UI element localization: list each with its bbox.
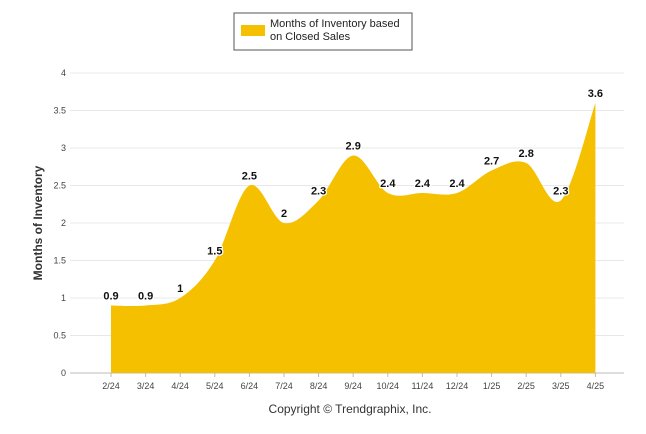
x-tick-label: 1/25	[483, 381, 501, 391]
x-tick-label: 11/24	[411, 381, 433, 391]
x-tick-label: 4/25	[587, 381, 605, 391]
y-tick-label: 2	[61, 218, 66, 228]
x-tick-label: 12/24	[446, 381, 469, 391]
x-tick-label: 4/24	[171, 381, 189, 391]
data-label: 2.5	[242, 171, 257, 183]
legend-label-line2: on Closed Sales	[270, 31, 351, 43]
x-tick-label: 2/25	[517, 381, 535, 391]
x-tick-label: 7/24	[275, 381, 293, 391]
data-label: 2.3	[311, 186, 326, 198]
legend: Months of Inventory based on Closed Sale…	[233, 12, 413, 51]
data-label: 2	[281, 208, 287, 220]
y-tick-label: 2.5	[53, 181, 66, 191]
y-tick-label: 4	[61, 68, 66, 78]
data-label: 1.5	[207, 246, 222, 258]
y-tick-label: 0	[61, 368, 66, 378]
area-series	[111, 103, 596, 373]
data-label: 2.7	[484, 156, 499, 168]
data-label: 0.9	[103, 291, 118, 303]
y-tick-label: 1	[61, 293, 66, 303]
data-label: 2.4	[380, 178, 396, 190]
y-axis-ticks: 0 0.5 1 1.5 2 2.5 3 3.5 4	[53, 68, 66, 378]
data-label: 0.9	[138, 291, 153, 303]
data-label: 1	[177, 283, 183, 295]
x-tick-label: 9/24	[344, 381, 362, 391]
x-tick-label: 5/24	[206, 381, 224, 391]
y-axis-title: Months of Inventory	[31, 165, 45, 280]
legend-swatch	[241, 25, 265, 36]
y-tick-label: 0.5	[53, 331, 66, 341]
x-tick-label: 2/24	[102, 381, 120, 391]
data-labels: 0.9 0.9 1 1.5 2.5 2 2.3 2.9 2.4 2.4 2.4 2.7 2.8 2.3 3.…	[102, 87, 604, 304]
x-tick-label: 3/25	[552, 381, 570, 391]
data-label: 2.4	[449, 178, 465, 190]
data-label: 3.6	[588, 88, 603, 100]
data-label: 2.9	[346, 141, 361, 153]
legend-label-line1: Months of Inventory based	[270, 18, 400, 30]
y-tick-label: 3	[61, 143, 66, 153]
x-tick-label: 10/24	[377, 381, 400, 391]
data-label: 2.4	[415, 178, 431, 190]
x-tick-label: 3/24	[137, 381, 155, 391]
x-tick-label: 8/24	[310, 381, 328, 391]
copyright-text: Copyright © Trendgraphix, Inc.	[269, 402, 432, 416]
area-fill	[111, 103, 596, 373]
data-label: 2.3	[553, 186, 568, 198]
x-axis-ticks: 2/24 3/24 4/24 5/24 6/24 7/24 8/24 9/24 10/24 11/…	[102, 373, 604, 391]
data-label: 2.8	[519, 148, 534, 160]
y-tick-label: 3.5	[53, 106, 66, 116]
x-tick-label: 6/24	[241, 381, 259, 391]
y-tick-label: 1.5	[53, 256, 66, 266]
